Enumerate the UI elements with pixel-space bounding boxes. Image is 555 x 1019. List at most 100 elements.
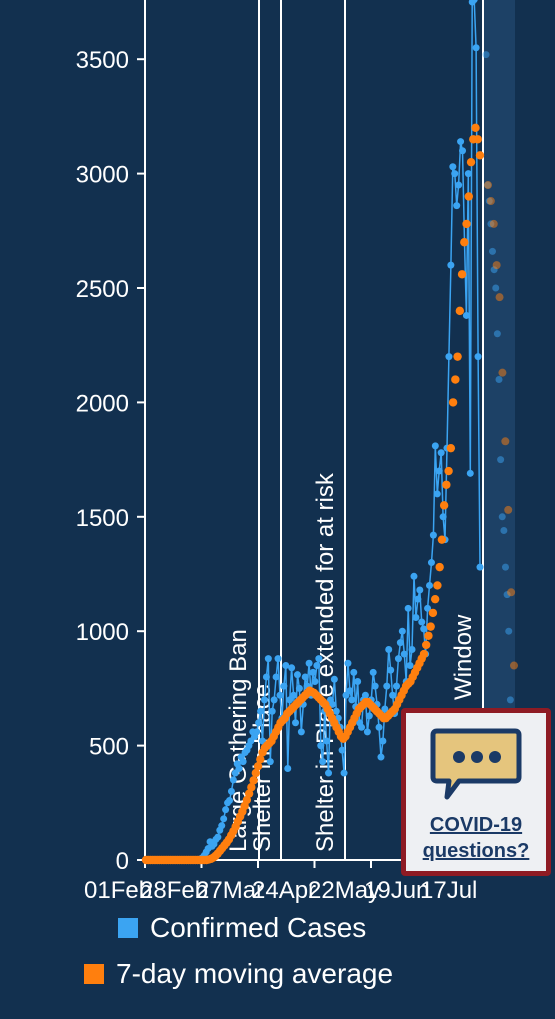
confirmed-case-point xyxy=(311,678,319,686)
confirmed-case-point xyxy=(292,719,300,727)
confirmed-case-point xyxy=(410,572,418,580)
average-point xyxy=(426,622,435,631)
confirmed-case-point xyxy=(305,659,313,667)
covid-widget-title[interactable]: COVID-19 xyxy=(429,814,523,836)
average-point xyxy=(242,795,252,805)
projected-case-point xyxy=(505,627,513,635)
y-tick-label: 0 xyxy=(116,848,129,875)
x-tick-label: 17Jul xyxy=(420,877,477,904)
confirmed-case-point xyxy=(262,673,270,681)
confirmed-case-point xyxy=(276,691,284,699)
confirmed-case-point xyxy=(429,531,437,539)
y-tick-label: 1500 xyxy=(76,505,129,532)
confirmed-case-point xyxy=(344,659,352,667)
average-series xyxy=(141,123,485,865)
confirmed-case-point xyxy=(383,682,391,690)
confirmed-case-point xyxy=(476,563,484,571)
legend-label-average: 7-day moving average xyxy=(116,958,394,989)
confirmed-case-point xyxy=(453,202,461,210)
legend-item-average[interactable]: 7-day moving average xyxy=(84,958,393,990)
projected-average-point xyxy=(498,368,507,377)
confirmed-case-point xyxy=(282,662,290,670)
confirmed-case-point xyxy=(348,696,356,704)
confirmed-case-point xyxy=(260,696,268,704)
projected-average-point xyxy=(501,437,510,446)
y-tick-label: 2000 xyxy=(76,390,129,417)
covid-widget-subtitle[interactable]: questions? xyxy=(422,840,530,862)
average-point xyxy=(433,581,442,590)
confirmed-case-point xyxy=(350,668,358,676)
confirmed-case-point xyxy=(437,449,445,457)
confirmed-case-point xyxy=(214,833,222,841)
confirmed-case-point xyxy=(290,691,298,699)
confirmed-case-point xyxy=(257,707,265,715)
confirmed-case-point xyxy=(315,655,323,663)
confirmed-case-point xyxy=(286,696,294,704)
confirmed-case-point xyxy=(358,723,366,731)
confirmed-case-point xyxy=(412,613,420,621)
covid-questions-widget[interactable]: COVID-19 questions? xyxy=(401,708,551,876)
average-point xyxy=(244,789,254,798)
legend-label-confirmed: Confirmed Cases xyxy=(150,912,367,943)
confirmed-case-point xyxy=(274,655,282,663)
average-point xyxy=(448,398,458,407)
average-point xyxy=(453,352,462,361)
projected-average-point xyxy=(507,588,516,597)
confirmed-case-point xyxy=(426,581,434,589)
confirmed-case-point xyxy=(379,737,387,745)
confirmed-case-point xyxy=(332,707,340,715)
legend-item-confirmed[interactable]: Confirmed Cases xyxy=(118,912,366,944)
confirmed-case-point xyxy=(466,469,474,477)
average-point xyxy=(457,270,467,279)
projected-case-point xyxy=(489,247,496,255)
confirmed-case-point xyxy=(377,753,385,761)
confirmed-case-point xyxy=(375,723,383,731)
confirmed-case-point xyxy=(268,707,276,715)
projected-case-point xyxy=(497,456,505,464)
confirmed-case-point xyxy=(416,586,424,594)
confirmed-case-point xyxy=(396,639,404,647)
confirmed-case-point xyxy=(414,595,422,603)
x-tick-label: 27Mar xyxy=(196,877,264,904)
y-tick-label: 3000 xyxy=(76,162,129,189)
confirmed-case-point xyxy=(272,673,280,681)
confirmed-case-point xyxy=(247,737,255,745)
confirmed-case-point xyxy=(435,467,443,475)
projected-case-point xyxy=(500,527,508,535)
confirmed-case-point xyxy=(406,662,414,670)
average-point xyxy=(435,562,444,572)
average-point xyxy=(422,640,431,650)
projected-case-point xyxy=(502,563,509,571)
confirmed-case-point xyxy=(227,787,235,795)
average-point xyxy=(451,375,460,384)
projected-case-point xyxy=(506,696,514,704)
confirmed-case-point xyxy=(381,705,389,713)
confirmed-case-point xyxy=(342,691,350,699)
average-point xyxy=(446,443,456,453)
confirmed-case-point xyxy=(385,646,393,654)
confirmed-case-point xyxy=(235,764,243,772)
confirmed-case-point xyxy=(393,682,400,690)
confirmed-case-point xyxy=(474,353,482,361)
confirmed-case-point xyxy=(365,712,373,720)
confirmed-case-point xyxy=(447,261,455,269)
confirmed-case-point xyxy=(398,627,406,635)
average-point xyxy=(249,776,258,785)
event-label: Window xyxy=(450,614,477,700)
confirmed-case-point xyxy=(319,758,327,766)
y-tick-label: 500 xyxy=(89,734,129,761)
confirmed-case-point xyxy=(427,559,435,567)
confirmed-case-point xyxy=(239,758,247,766)
confirmed-case-point xyxy=(295,684,303,692)
confirmed-case-point xyxy=(226,797,233,805)
average-point xyxy=(251,768,261,778)
confirmed-case-point xyxy=(253,728,261,736)
confirmed-case-point xyxy=(255,719,263,727)
confirmed-case-point xyxy=(470,0,478,4)
average-point xyxy=(428,608,438,618)
average-point xyxy=(253,761,263,771)
confirmed-case-point xyxy=(280,682,288,690)
legend-swatch-average xyxy=(84,964,104,984)
projected-case-point xyxy=(495,376,503,384)
